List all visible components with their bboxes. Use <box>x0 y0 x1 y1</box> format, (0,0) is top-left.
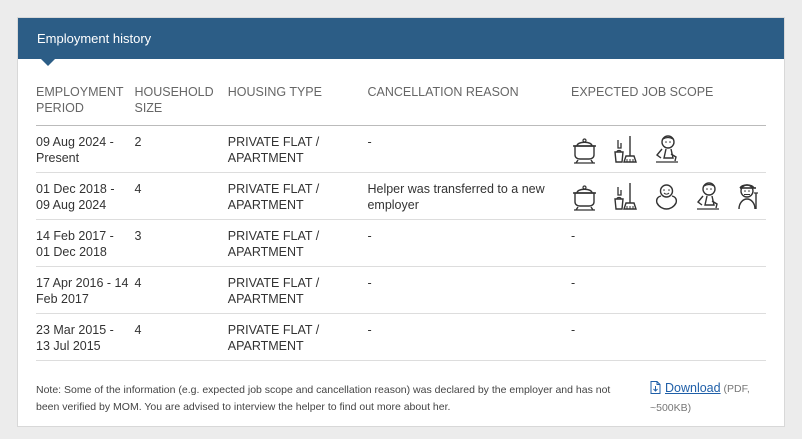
column-header-housing-type: HOUSING TYPE <box>227 84 368 126</box>
card-title: Employment history <box>37 31 152 46</box>
household-size-cell: 4 <box>134 313 228 361</box>
job-scope-cell: - <box>571 219 766 267</box>
download-section: Download (PDF, ~500KB) <box>650 380 770 417</box>
housing-type-cell: PRIVATE FLAT / APARTMENT <box>227 266 368 314</box>
column-header-job-scope: EXPECTED JOB SCOPE <box>571 84 766 126</box>
pdf-file-icon <box>650 381 661 400</box>
child-care-icon <box>694 181 721 211</box>
table-header-row: EMPLOYMENT PERIOD HOUSEHOLD SIZE HOUSING… <box>36 84 766 126</box>
household-size-cell: 4 <box>134 172 228 220</box>
column-header-cancellation-reason: CANCELLATION REASON <box>367 84 571 126</box>
cancellation-reason-cell: - <box>367 219 571 267</box>
cancellation-reason-cell: - <box>367 125 571 173</box>
employment-history-table: EMPLOYMENT PERIOD HOUSEHOLD SIZE HOUSING… <box>36 84 766 361</box>
household-size-cell: 3 <box>134 219 228 267</box>
table-row: 01 Dec 2018 - 09 Aug 2024 4 PRIVATE FLAT /… <box>36 172 766 220</box>
job-scope-cell: - <box>571 266 766 314</box>
period-cell: 17 Apr 2016 - 14 Feb 2017 <box>36 266 135 314</box>
cooking-icon <box>571 181 598 211</box>
column-header-household-size: HOUSEHOLD SIZE <box>134 84 228 126</box>
card-header: Employment history <box>18 18 784 66</box>
elderly-care-icon <box>735 181 762 211</box>
job-scope-icons <box>571 181 762 211</box>
table-row: 14 Feb 2017 - 01 Dec 2018 3 PRIVATE FLAT /… <box>36 219 766 267</box>
column-header-period: EMPLOYMENT PERIOD <box>36 84 135 126</box>
housing-type-cell: PRIVATE FLAT / APARTMENT <box>227 172 368 220</box>
period-cell: 23 Mar 2015 - 13 Jul 2015 <box>36 313 135 361</box>
job-scope-cell <box>571 172 766 220</box>
housing-type-cell: PRIVATE FLAT / APARTMENT <box>227 125 368 173</box>
housing-type-cell: PRIVATE FLAT / APARTMENT <box>227 219 368 267</box>
household-size-cell: 4 <box>134 266 228 314</box>
cancellation-reason-cell: - <box>367 313 571 361</box>
cleaning-icon <box>612 134 639 164</box>
download-meta: (PDF, ~500KB) <box>650 383 750 414</box>
job-scope-icons <box>571 134 762 164</box>
period-cell: 14 Feb 2017 - 01 Dec 2018 <box>36 219 135 267</box>
cancellation-reason-cell: Helper was transferred to a new employer <box>367 172 571 220</box>
cleaning-icon <box>612 181 639 211</box>
period-cell: 09 Aug 2024 - Present <box>36 125 135 173</box>
job-scope-cell <box>571 125 766 173</box>
table-row: 17 Apr 2016 - 14 Feb 2017 4 PRIVATE FLAT /… <box>36 266 766 314</box>
download-link[interactable]: Download <box>665 381 721 395</box>
housing-type-cell: PRIVATE FLAT / APARTMENT <box>227 313 368 361</box>
period-cell: 01 Dec 2018 - 09 Aug 2024 <box>36 172 135 220</box>
cooking-icon <box>571 134 598 164</box>
table-row: 23 Mar 2015 - 13 Jul 2015 4 PRIVATE FLAT /… <box>36 313 766 361</box>
cancellation-reason-cell: - <box>367 266 571 314</box>
job-scope-cell: - <box>571 313 766 361</box>
employment-history-card: Employment history EMPLOYMENT PERIOD HOU… <box>17 17 785 427</box>
household-size-cell: 2 <box>134 125 228 173</box>
infant-care-icon <box>653 181 680 211</box>
table-row: 09 Aug 2024 - Present 2 PRIVATE FLAT / APA… <box>36 125 766 173</box>
child-care-icon <box>653 134 680 164</box>
verification-note: Note: Some of the information (e.g. expe… <box>36 384 611 413</box>
